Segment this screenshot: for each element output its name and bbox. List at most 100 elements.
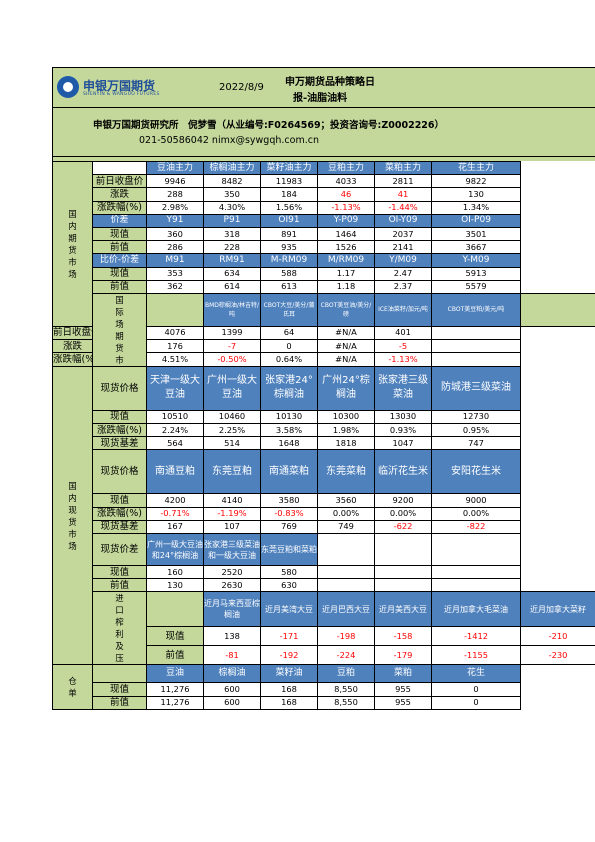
value-cell: 891 — [260, 226, 318, 242]
value-cell: 1399 — [203, 325, 261, 340]
value-cell: 11,276 — [146, 695, 204, 710]
row-label: 前日收盘价 — [52, 325, 93, 340]
table-row: 涨跌幅(%) 2.98% 4.30% 1.56% -1.13% -1.44% 1.34% — [53, 200, 595, 215]
value-cell: 955 — [374, 695, 432, 710]
value-cell: 160 — [146, 564, 204, 580]
value-cell: -179 — [374, 645, 432, 666]
row-label: 涨跌幅(%) — [92, 506, 147, 521]
value-cell: 588 — [260, 266, 318, 281]
value-cell: 41 — [374, 187, 432, 202]
column-header: Y91 — [146, 213, 204, 228]
column-header: 天津一级大豆油 — [146, 365, 204, 411]
value-cell: 2.25% — [203, 423, 261, 438]
value-cell: 176 — [146, 338, 204, 354]
value-cell: 0.00% — [317, 506, 375, 521]
value-cell: 5579 — [431, 279, 521, 294]
empty-cell — [92, 160, 147, 176]
value-cell: -822 — [431, 519, 521, 535]
company-logo: 申银万国期货 SHENYIN & WANGUO FUTURES — [57, 76, 167, 102]
value-cell: 4033 — [317, 174, 375, 189]
column-header: Y-P09 — [317, 213, 375, 228]
value-cell: -171 — [260, 626, 318, 647]
row-label: 现货价差 — [92, 533, 147, 566]
table-row: 现值 360 318 891 1464 2037 3501 — [53, 226, 595, 242]
column-header: 近月马来西亚棕榈油 — [203, 591, 261, 628]
value-cell: -1.19% — [203, 506, 261, 521]
row-label: 现值 — [92, 682, 147, 697]
value-cell: 2037 — [374, 226, 432, 242]
value-cell: 1526 — [317, 240, 375, 255]
value-cell: -1.44% — [374, 200, 432, 215]
column-header: 安阳花生米 — [431, 449, 521, 495]
value-cell: 353 — [146, 266, 204, 281]
author-info: 申银万国期货研究所 倪梦雪（从业编号:F0264569；投资咨询号:Z00022… — [52, 107, 595, 157]
table-row: 前值 -81 -192 -224 -179 -1155 -230 — [53, 645, 595, 666]
value-cell: 0 — [431, 682, 521, 697]
value-cell: 514 — [203, 436, 261, 451]
column-header: 豆油主力 — [146, 160, 204, 176]
value-cell: 350 — [203, 187, 261, 202]
value-cell: 2.37 — [374, 279, 432, 294]
row-label: 前值 — [92, 578, 147, 593]
table-row: 前值 11,276 600 168 8,550 955 0 — [53, 695, 595, 710]
empty-cell — [317, 533, 375, 566]
value-cell: -1412 — [431, 626, 521, 647]
table-row: 前日收盘价 9946 8482 11983 4033 2811 9822 — [53, 174, 595, 189]
value-cell: 9000 — [431, 493, 521, 508]
table-row: 前值 362 614 613 1.18 2.37 5579 — [53, 279, 595, 294]
column-header: OI-P09 — [431, 213, 521, 228]
value-cell: 564 — [146, 436, 204, 451]
empty-cell — [374, 578, 432, 593]
row-label: 涨跌幅(%) — [52, 352, 93, 367]
section-label: 进口榨利及压 — [115, 593, 124, 664]
row-label: 现值 — [92, 493, 147, 508]
column-header: 豆粕 — [317, 664, 375, 684]
value-cell: 955 — [374, 682, 432, 697]
row-label: 现货基差 — [92, 436, 147, 451]
section-label: 国内期货市场 — [68, 208, 77, 279]
value-cell: 10460 — [203, 409, 261, 425]
value-cell: 10510 — [146, 409, 204, 425]
value-cell: -0.83% — [260, 506, 318, 521]
value-cell: 288 — [146, 187, 204, 202]
report-header: 申银万国期货 SHENYIN & WANGUO FUTURES 2022/8/9… — [52, 67, 595, 107]
column-header: Y/M09 — [374, 253, 432, 268]
column-header: 近月美西大豆 — [374, 591, 432, 628]
value-cell: 8482 — [203, 174, 261, 189]
row-label: 价差 — [92, 213, 147, 228]
empty-cell — [374, 564, 432, 580]
column-header: 菜粕 — [374, 664, 432, 684]
value-cell: -7 — [203, 338, 261, 354]
empty-cell — [431, 325, 521, 340]
empty-cell — [317, 578, 375, 593]
value-cell: 401 — [374, 325, 432, 340]
column-header: 花生主力 — [431, 160, 521, 176]
value-cell: 749 — [317, 519, 375, 535]
empty-cell — [431, 352, 521, 367]
section-warehouse: 仓单 — [52, 664, 93, 710]
table-row: 涨跌幅(%) 4.51%-0.50%0.64%#N/A-1.13% — [52, 352, 595, 367]
section-intl-market: 国际场期货市 — [92, 292, 147, 367]
value-cell: -1155 — [431, 645, 521, 666]
row-label: 现值 — [92, 226, 147, 242]
column-header: 菜籽油 — [260, 664, 318, 684]
row-label: 前值 — [92, 240, 147, 255]
column-header: OI91 — [260, 213, 318, 228]
value-cell: 4200 — [146, 493, 204, 508]
row-label: 前日收盘价 — [92, 174, 147, 189]
column-header: 近月美湾大豆 — [260, 591, 318, 628]
report-date: 2022/8/9 — [219, 82, 264, 93]
section-label: 仓单 — [68, 676, 77, 699]
value-cell: 168 — [260, 682, 318, 697]
value-cell: 1464 — [317, 226, 375, 242]
column-header: 防城港三级菜油 — [431, 365, 521, 411]
column-header: 张家港三级菜油 — [374, 365, 432, 411]
empty-cell — [431, 578, 521, 593]
value-cell: 1.34% — [431, 200, 521, 215]
table-row: 现值 11,276 600 168 8,550 955 0 — [53, 682, 595, 697]
row-label: 涨跌幅(%) — [92, 200, 147, 215]
table-row: 涨跌幅(%) -0.71% -1.19% -0.83% 0.00% 0.00% 0.00% — [53, 506, 595, 521]
column-header: RM91 — [203, 253, 261, 268]
value-cell: 1.98% — [317, 423, 375, 438]
